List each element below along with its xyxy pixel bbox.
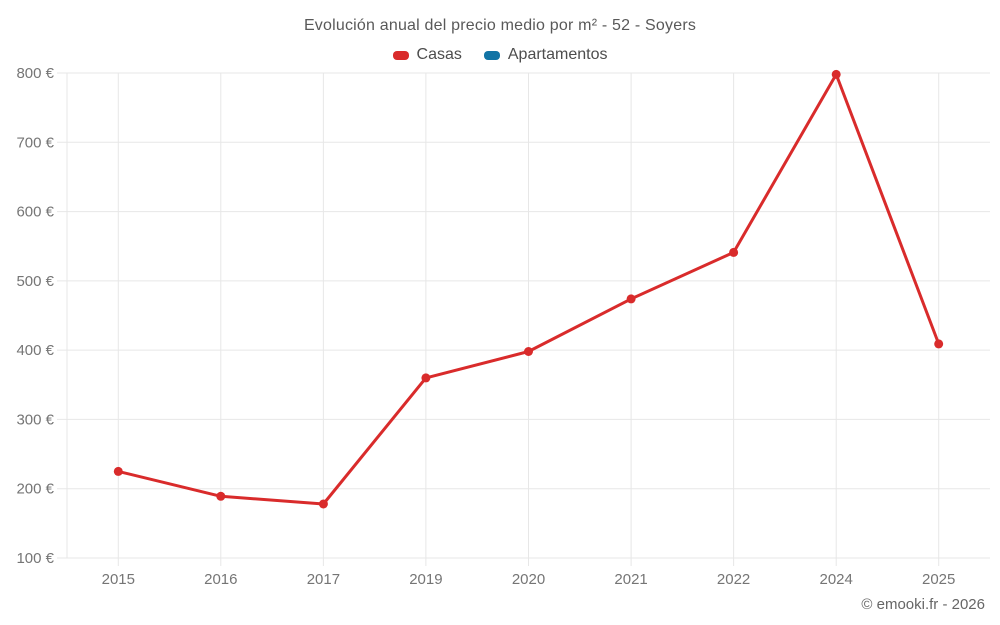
svg-text:2024: 2024 — [820, 571, 853, 588]
svg-text:700 €: 700 € — [16, 134, 54, 151]
svg-text:2021: 2021 — [614, 571, 647, 588]
svg-text:2020: 2020 — [512, 571, 545, 588]
svg-text:2016: 2016 — [204, 571, 237, 588]
legend-swatch-apartamentos-icon — [483, 50, 500, 60]
legend-item-casas[interactable]: Casas — [392, 46, 462, 64]
copyright-footer: © emooki.fr - 2026 — [861, 596, 985, 613]
svg-text:600 €: 600 € — [16, 204, 54, 221]
svg-text:2022: 2022 — [717, 571, 750, 588]
svg-text:800 €: 800 € — [16, 65, 54, 82]
legend-swatch-casas-icon — [392, 50, 409, 60]
svg-text:300 €: 300 € — [16, 411, 54, 428]
svg-text:2015: 2015 — [102, 571, 135, 588]
legend: Casas Apartamentos — [0, 46, 1000, 64]
svg-text:2025: 2025 — [922, 571, 955, 588]
legend-item-apartamentos[interactable]: Apartamentos — [483, 46, 608, 64]
svg-text:2017: 2017 — [307, 571, 340, 588]
legend-label-casas: Casas — [416, 46, 462, 63]
svg-text:500 €: 500 € — [16, 273, 54, 290]
svg-text:400 €: 400 € — [16, 342, 54, 359]
chart-title: Evolución anual del precio medio por m² … — [303, 17, 697, 34]
svg-text:2019: 2019 — [409, 571, 442, 588]
svg-text:100 €: 100 € — [16, 550, 54, 567]
legend-label-apartamentos: Apartamentos — [507, 46, 608, 63]
svg-text:200 €: 200 € — [16, 481, 54, 498]
